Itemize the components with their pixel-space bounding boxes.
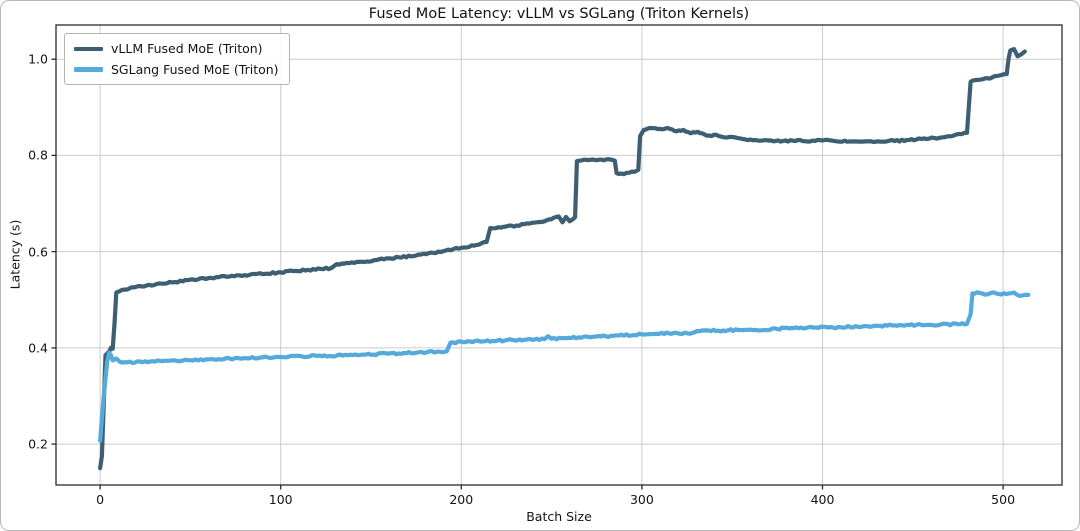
y-tick-label: 0.6 <box>28 244 48 260</box>
y-tick-label: 1.0 <box>28 51 48 67</box>
y-tick-label: 0.8 <box>28 147 48 163</box>
sglang-series-line <box>98 290 1031 443</box>
sglang-line-swatch <box>74 67 103 72</box>
y-tick-label: 0.2 <box>28 436 48 452</box>
x-tick-label: 500 <box>991 492 1016 507</box>
legend-label-sglang: SGLang Fused MoE (Triton) <box>111 61 279 77</box>
chart-title: Fused MoE Latency: vLLM vs SGLang (Trito… <box>368 6 750 22</box>
y-axis-label: Latency (s) <box>7 219 23 290</box>
vllm-line-swatch <box>74 46 103 52</box>
x-axis-label: Batch Size <box>526 509 592 524</box>
x-tick-label: 300 <box>629 492 654 507</box>
legend: vLLM Fused MoE (Triton) SGLang Fused MoE… <box>64 33 290 86</box>
y-tick-label: 0.4 <box>28 340 48 356</box>
x-tick-label: 200 <box>449 492 474 507</box>
legend-item-sglang: SGLang Fused MoE (Triton) <box>74 62 279 78</box>
vllm-series-line <box>98 47 1027 471</box>
x-tick-label: 400 <box>810 492 835 507</box>
x-tick-label: 100 <box>268 492 293 507</box>
legend-label-vllm: vLLM Fused MoE (Triton) <box>111 41 263 56</box>
x-tick-label: 0 <box>96 492 105 507</box>
legend-item-vllm: vLLM Fused MoE (Triton) <box>74 41 279 57</box>
